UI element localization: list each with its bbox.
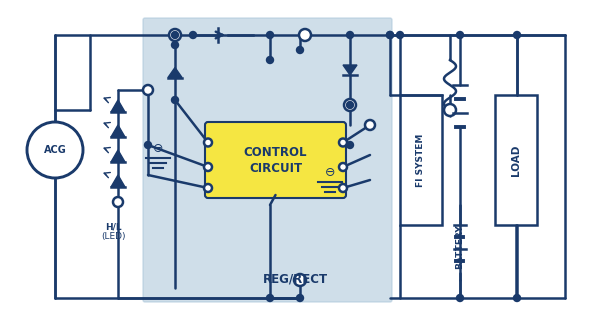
Circle shape [514, 31, 520, 38]
Polygon shape [111, 150, 125, 162]
Circle shape [346, 141, 353, 148]
Text: REG/RECT: REG/RECT [263, 272, 328, 285]
Bar [400, 95, 442, 225]
Circle shape [456, 31, 463, 38]
Circle shape [297, 294, 304, 301]
Circle shape [267, 57, 273, 63]
Circle shape [172, 42, 178, 49]
Circle shape [346, 31, 353, 38]
Circle shape [346, 101, 353, 108]
Text: FI SYSTEM: FI SYSTEM [416, 133, 426, 187]
Circle shape [267, 31, 273, 38]
Circle shape [267, 294, 273, 301]
Text: H/L: H/L [105, 222, 121, 231]
Circle shape [172, 97, 178, 103]
Circle shape [514, 294, 520, 301]
Text: ⊖: ⊖ [325, 165, 335, 179]
Circle shape [444, 104, 456, 116]
Text: CIRCUIT: CIRCUIT [249, 162, 302, 174]
Text: CONTROL: CONTROL [244, 146, 307, 158]
Circle shape [365, 120, 375, 130]
Circle shape [145, 141, 151, 148]
Circle shape [456, 294, 463, 301]
Circle shape [339, 139, 347, 147]
Circle shape [143, 85, 153, 95]
Circle shape [294, 274, 306, 286]
Circle shape [299, 29, 311, 41]
Circle shape [190, 31, 197, 38]
Circle shape [344, 99, 356, 111]
Polygon shape [111, 125, 125, 137]
Text: BATTERY: BATTERY [456, 225, 465, 269]
Circle shape [339, 184, 347, 192]
Circle shape [297, 46, 304, 53]
Text: (LED): (LED) [100, 232, 125, 241]
Circle shape [204, 163, 212, 171]
Circle shape [204, 184, 212, 192]
Polygon shape [343, 65, 357, 75]
Circle shape [27, 122, 83, 178]
Circle shape [204, 139, 212, 147]
Circle shape [386, 31, 393, 38]
Circle shape [113, 197, 123, 207]
Bar [495, 95, 537, 225]
FancyBboxPatch shape [205, 122, 346, 198]
Circle shape [169, 29, 181, 41]
FancyBboxPatch shape [143, 18, 392, 302]
Text: ACG: ACG [44, 145, 66, 155]
Circle shape [386, 31, 393, 38]
Polygon shape [111, 100, 125, 112]
Circle shape [339, 163, 347, 171]
Polygon shape [168, 68, 182, 77]
Circle shape [172, 31, 178, 38]
Text: LOAD: LOAD [511, 144, 521, 176]
Polygon shape [111, 175, 125, 187]
Text: ⊖: ⊖ [152, 141, 163, 155]
Circle shape [396, 31, 404, 38]
